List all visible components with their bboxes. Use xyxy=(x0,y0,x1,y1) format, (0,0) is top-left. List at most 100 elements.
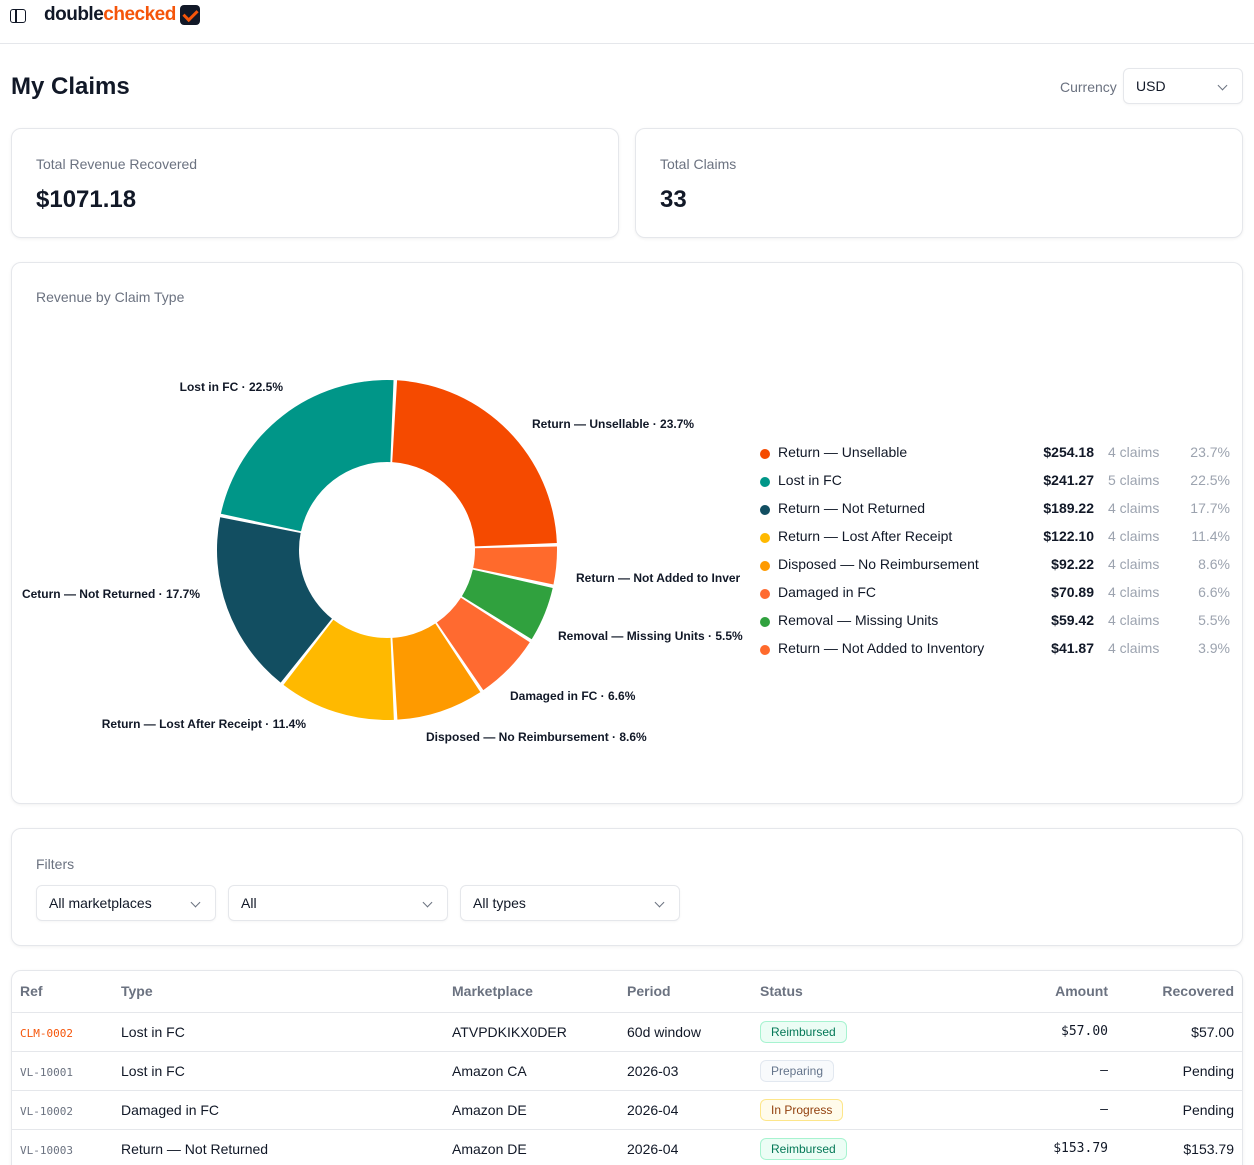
period-cell: 2026-03 xyxy=(619,1051,752,1091)
recovered-cell: Pending xyxy=(1116,1051,1242,1091)
donut-slice[interactable] xyxy=(436,597,530,691)
status-filter-select[interactable]: All xyxy=(228,885,448,921)
slice-label: Lost in FC · 22.5% xyxy=(180,380,284,394)
type-filter-value: All types xyxy=(473,895,526,911)
revenue-by-type-card: Revenue by Claim Type Return — Unsellabl… xyxy=(11,262,1243,804)
marketplace-cell: ATVPDKIKX0DER xyxy=(444,1012,619,1052)
table-row[interactable]: VL-10003 Return — Not Returned Amazon DE 20… xyxy=(12,1129,1242,1165)
legend-claims-count: 4 claims xyxy=(1108,584,1160,600)
legend-item: Return — Lost After Receipt $122.10 4 clai… xyxy=(760,525,1230,553)
legend-item: Disposed — No Reimbursement $92.22 4 claim… xyxy=(760,553,1230,581)
legend-item: Return — Not Returned $189.22 4 claims 17.7… xyxy=(760,497,1230,525)
ref-cell[interactable]: VL-10002 xyxy=(12,1090,113,1130)
legend-percent: 22.5% xyxy=(1190,472,1230,488)
claim-ref-link[interactable]: VL-10003 xyxy=(20,1143,73,1157)
total-claims-card: Total Claims 33 xyxy=(635,128,1243,238)
legend-item: Removal — Missing Units $59.42 4 claims 5.5… xyxy=(760,609,1230,637)
legend-dot-icon xyxy=(760,645,770,655)
sidebar-toggle-icon[interactable] xyxy=(10,9,26,23)
slice-label: Ceturn — Not Returned · 17.7% xyxy=(22,587,200,601)
column-header-status[interactable]: Status xyxy=(752,971,994,1013)
legend-name: Disposed — No Reimbursement xyxy=(778,556,979,572)
ref-cell[interactable]: VL-10003 xyxy=(12,1129,113,1165)
period-cell: 60d window xyxy=(619,1012,752,1052)
column-header-ref[interactable]: Ref xyxy=(12,971,113,1013)
recovered-cell: $153.79 xyxy=(1116,1129,1242,1165)
status-cell: Reimbursed xyxy=(752,1129,994,1165)
logo-text-part2: checked xyxy=(103,4,176,25)
type-cell: Return — Not Returned xyxy=(113,1129,444,1165)
column-header-recovered[interactable]: Recovered xyxy=(1116,971,1242,1013)
legend-name: Return — Not Returned xyxy=(778,500,926,516)
legend-claims-count: 4 claims xyxy=(1108,556,1160,572)
table-row[interactable]: VL-10002 Damaged in FC Amazon DE 2026-04 In … xyxy=(12,1090,1242,1130)
ref-cell[interactable]: CLM-0002 xyxy=(12,1012,113,1052)
column-header-period[interactable]: Period xyxy=(619,971,752,1013)
claim-ref-link[interactable]: CLM-0002 xyxy=(20,1026,73,1040)
table-row[interactable]: VL-10001 Lost in FC Amazon CA 2026-03 Prepar… xyxy=(12,1051,1242,1091)
currency-select[interactable]: USD xyxy=(1123,68,1243,104)
legend-amount: $241.27 xyxy=(1043,472,1094,488)
legend-percent: 8.6% xyxy=(1198,556,1230,572)
claims-table: Ref Type Marketplace Period Status Amoun… xyxy=(12,971,1242,1165)
donut-slice[interactable] xyxy=(220,380,394,532)
chevron-down-icon xyxy=(190,897,201,908)
donut-slice[interactable] xyxy=(392,623,481,720)
legend-amount: $59.42 xyxy=(1051,612,1094,628)
claim-ref-link[interactable]: VL-10002 xyxy=(20,1104,73,1118)
legend-claims-count: 5 claims xyxy=(1108,472,1160,488)
legend-amount: $254.18 xyxy=(1043,444,1094,460)
total-revenue-card: Total Revenue Recovered $1071.18 xyxy=(11,128,619,238)
claim-ref-link[interactable]: VL-10001 xyxy=(20,1065,73,1079)
column-header-type[interactable]: Type xyxy=(113,971,444,1013)
marketplace-cell: Amazon DE xyxy=(444,1090,619,1130)
legend-amount: $41.87 xyxy=(1051,640,1094,656)
page-title: My Claims xyxy=(11,73,130,100)
chart-title: Revenue by Claim Type xyxy=(36,289,185,305)
filters-title: Filters xyxy=(36,856,75,872)
column-header-amount[interactable]: Amount xyxy=(994,971,1116,1013)
legend-dot-icon xyxy=(760,505,770,515)
checkmark-icon xyxy=(179,5,200,25)
type-cell: Damaged in FC xyxy=(113,1090,444,1130)
legend-dot-icon xyxy=(760,617,770,627)
slice-label: Damaged in FC · 6.6% xyxy=(510,689,636,703)
legend-name: Return — Lost After Receipt xyxy=(778,528,953,544)
logo-text-part1: double xyxy=(44,4,104,25)
legend-name: Return — Unsellable xyxy=(778,444,908,460)
donut-slice[interactable] xyxy=(217,517,332,683)
legend-amount: $70.89 xyxy=(1051,584,1094,600)
legend-claims-count: 4 claims xyxy=(1108,612,1160,628)
amount-cell: – xyxy=(994,1051,1116,1091)
slice-label: Disposed — No Reimbursement · 8.6% xyxy=(426,730,647,744)
legend-name: Removal — Missing Units xyxy=(778,612,939,628)
type-cell: Lost in FC xyxy=(113,1012,444,1052)
period-cell: 2026-04 xyxy=(619,1129,752,1165)
status-badge: Reimbursed xyxy=(760,1137,847,1160)
donut-slice[interactable] xyxy=(283,619,394,720)
legend-name: Return — Not Added to Inventory xyxy=(778,640,985,656)
type-filter-select[interactable]: All types xyxy=(460,885,680,921)
currency-value: USD xyxy=(1136,78,1166,94)
column-header-marketplace[interactable]: Marketplace xyxy=(444,971,619,1013)
filters-card: Filters All marketplaces All All types xyxy=(11,828,1243,946)
donut-slice[interactable] xyxy=(473,546,557,585)
slice-label: Return — Not Added to Inver xyxy=(576,571,741,585)
marketplace-filter-value: All marketplaces xyxy=(49,895,152,911)
legend-percent: 3.9% xyxy=(1198,640,1230,656)
legend-item: Return — Unsellable $254.18 4 claims 23.7% xyxy=(760,441,1230,469)
marketplace-cell: Amazon CA xyxy=(444,1051,619,1091)
marketplace-filter-select[interactable]: All marketplaces xyxy=(36,885,216,921)
donut-slice[interactable] xyxy=(461,569,553,640)
ref-cell[interactable]: VL-10001 xyxy=(12,1051,113,1091)
legend-percent: 5.5% xyxy=(1198,612,1230,628)
app-logo[interactable]: double checked xyxy=(44,4,200,26)
top-bar: double checked xyxy=(0,0,1254,44)
donut-slice[interactable] xyxy=(392,380,557,547)
slice-label: Return — Unsellable · 23.7% xyxy=(532,417,694,431)
status-cell: In Progress xyxy=(752,1090,994,1130)
status-badge: Reimbursed xyxy=(760,1020,847,1043)
legend-claims-count: 4 claims xyxy=(1108,528,1160,544)
table-row[interactable]: CLM-0002 Lost in FC ATVPDKIKX0DER 60d windo… xyxy=(12,1012,1242,1052)
stat-label: Total Claims xyxy=(660,156,737,172)
